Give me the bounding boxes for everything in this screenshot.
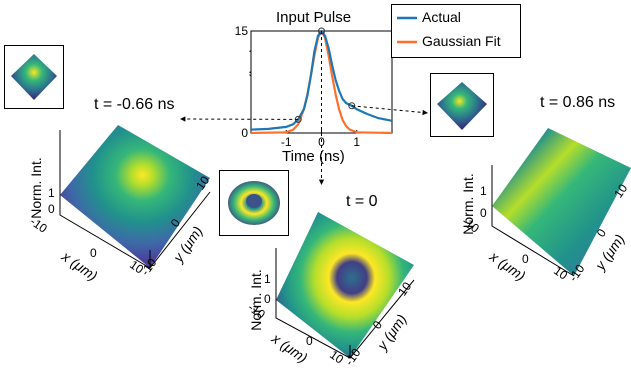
right-ztick-1: 1: [480, 184, 487, 198]
right-xtick-0: 0: [522, 252, 529, 266]
right-title: t = 0.86 ns: [540, 94, 616, 111]
right-inset-surface: [437, 82, 487, 130]
arrow-to-right-panel-head: [422, 109, 428, 116]
left-title: t = -0.66 ns: [94, 96, 175, 113]
right-inset: [430, 73, 494, 137]
pulse-xtick-label: -1: [281, 135, 292, 149]
left-inset-surface: [11, 54, 57, 100]
center-ztick-1: 1: [264, 272, 271, 286]
pulse-xlabel: Time (ns): [282, 148, 345, 165]
left-inset: [4, 45, 64, 109]
legend-gaussian-label: Gaussian Fit: [422, 33, 501, 49]
arrow-to-center-panel-head: [318, 179, 325, 185]
arrow-to-right-panel: [351, 105, 429, 114]
left-ztick-0: 0: [48, 202, 55, 216]
pulse-legend: Actual Gaussian Fit: [391, 4, 521, 58]
pulse-chart-title: Input Pulse: [276, 9, 352, 26]
center-inset: [219, 170, 289, 236]
right-ztick-0: 0: [480, 206, 487, 220]
pulse-ytick-label: 15: [235, 24, 249, 38]
center-ztick-0: 0: [264, 292, 271, 306]
left-xtick-0: 0: [90, 246, 97, 260]
center-title: t = 0: [346, 193, 378, 210]
center-xtick-0: 0: [306, 334, 313, 348]
pulse-ytick-label: 0: [241, 126, 248, 140]
legend-actual-label: Actual: [422, 9, 461, 25]
left-ztick-1: 1: [48, 186, 55, 200]
arrow-to-left-panel-head: [180, 116, 186, 122]
pulse-series-actual: [250, 29, 393, 131]
pulse-xtick-label: 1: [353, 135, 360, 149]
